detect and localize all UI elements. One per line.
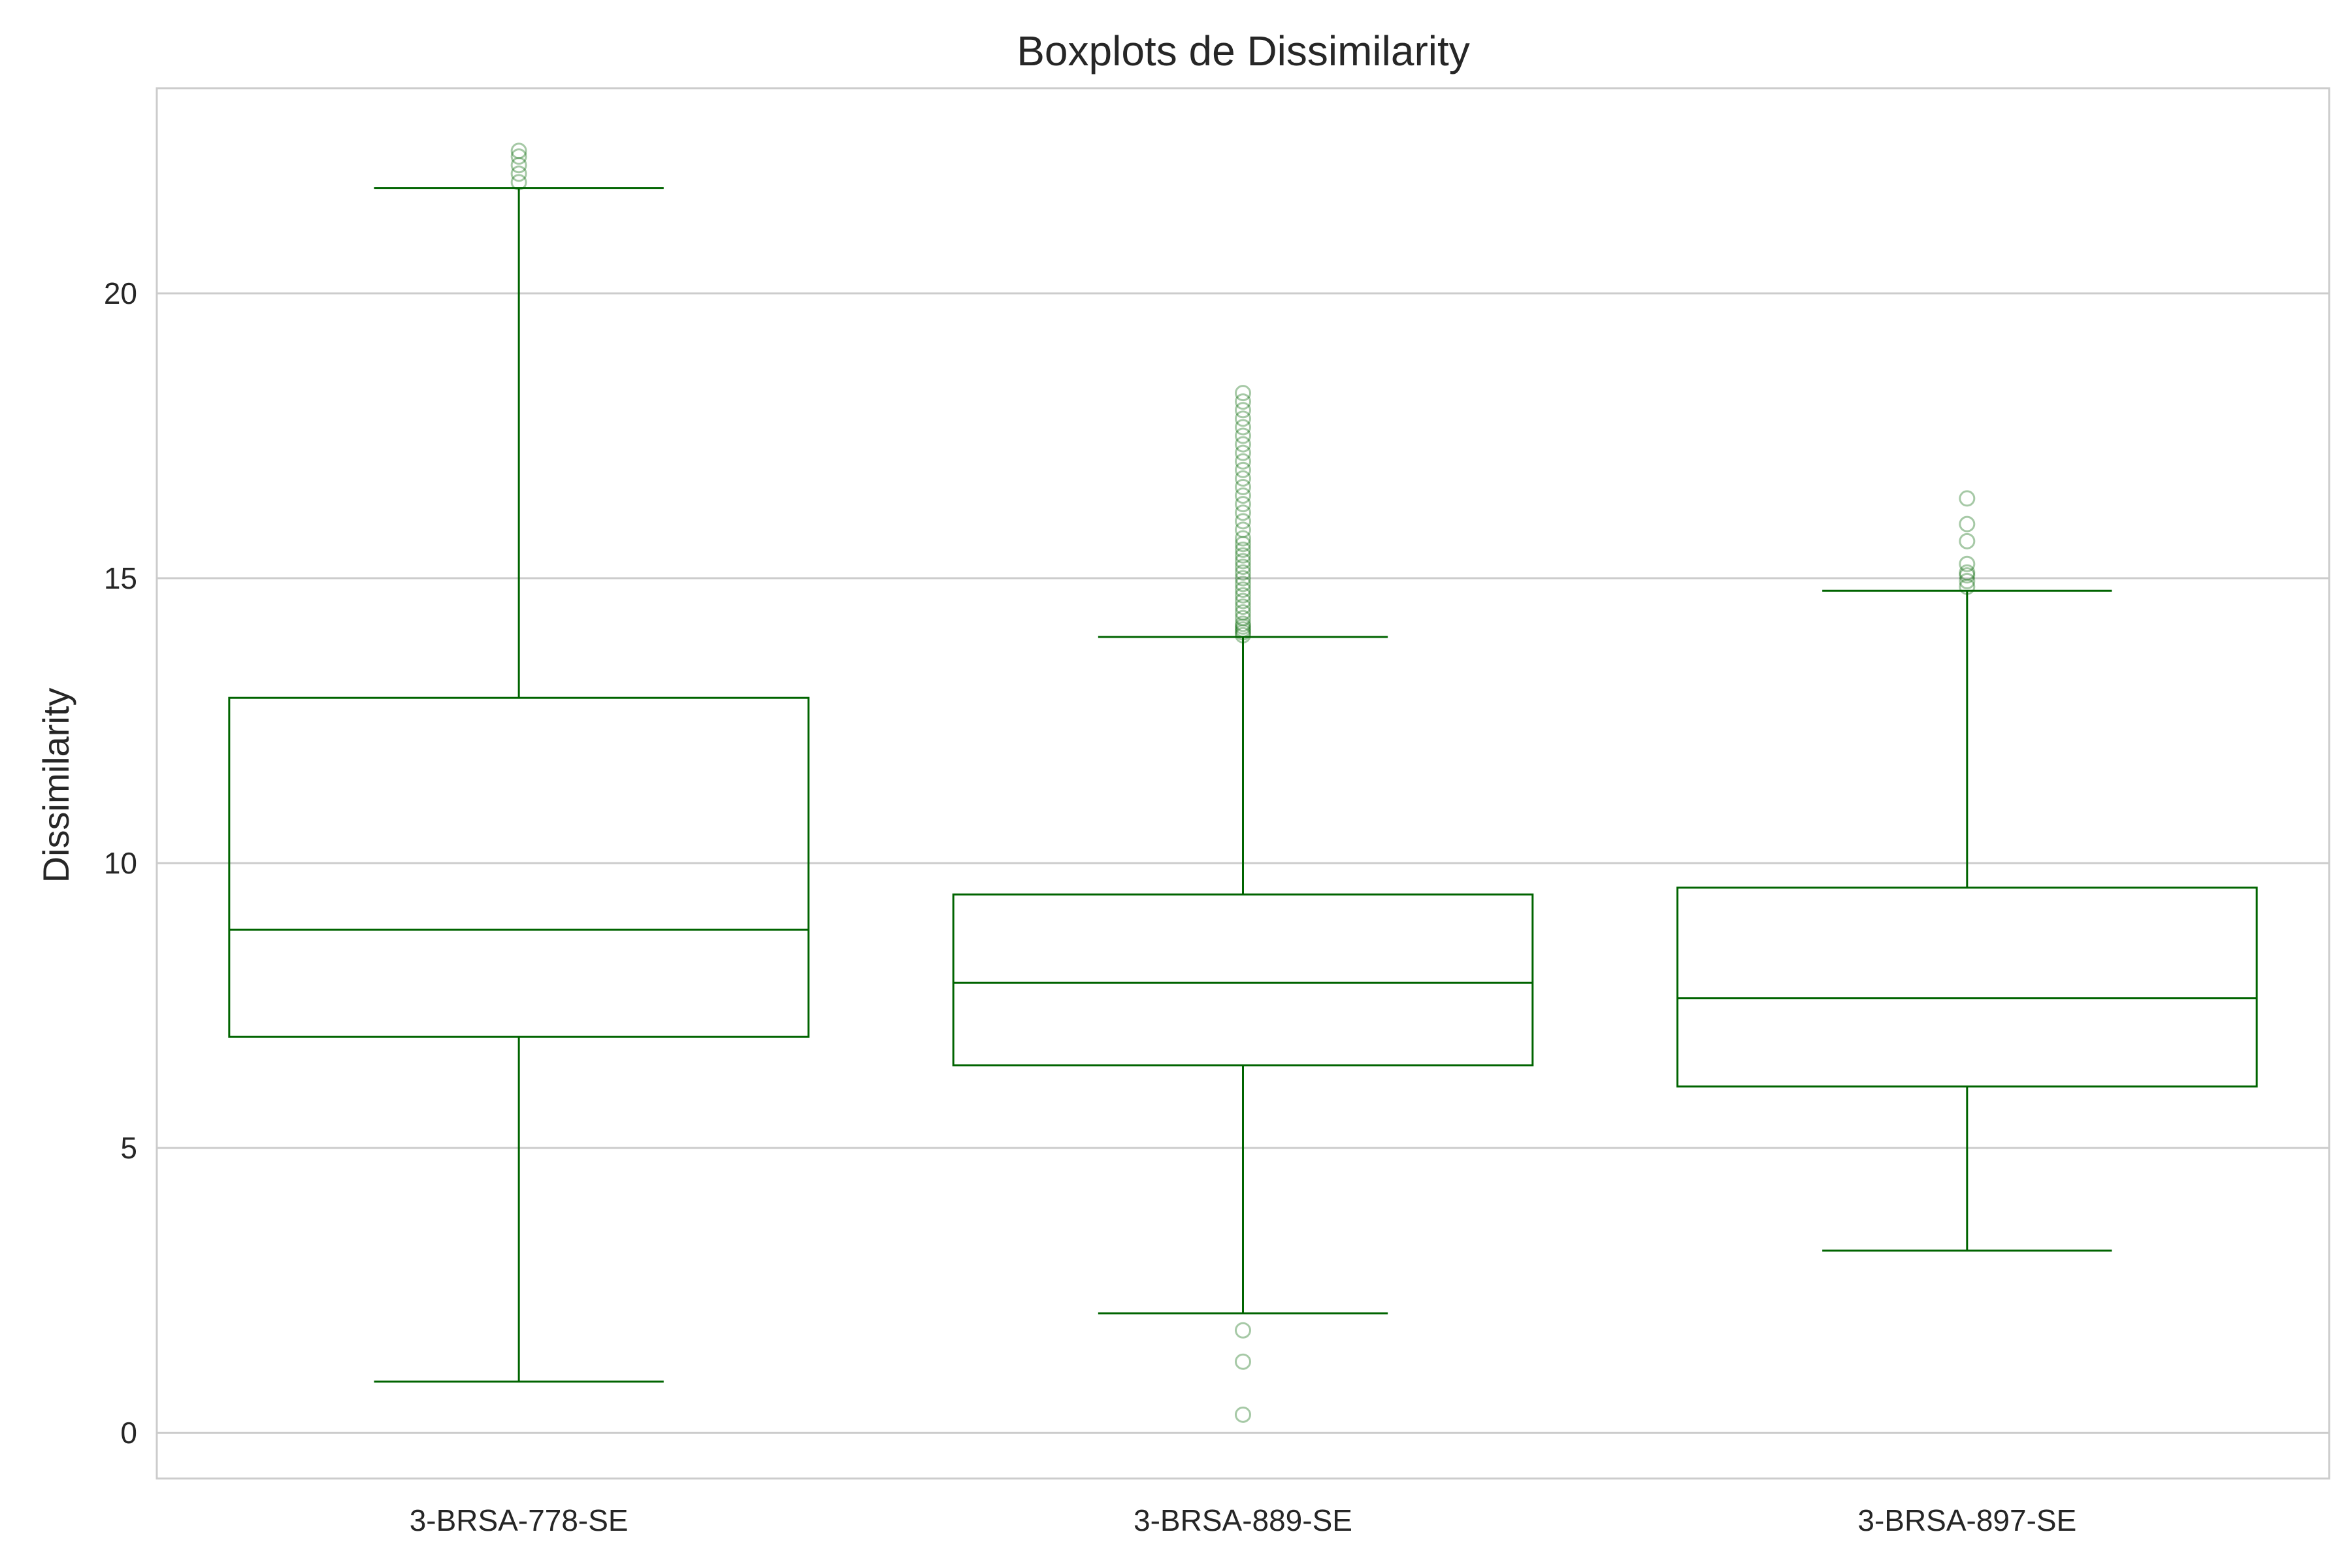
outlier-point [1236, 497, 1250, 512]
outlier-point [1236, 395, 1250, 409]
outlier-point [512, 158, 526, 172]
outlier-point [1960, 491, 1974, 506]
outlier-point [512, 167, 526, 181]
outlier-point [1236, 463, 1250, 477]
y-tick-label: 20 [104, 276, 137, 310]
box-group [1678, 491, 2257, 1250]
outlier-point [1236, 412, 1250, 426]
box [1678, 888, 2257, 1086]
y-tick-labels: 0 5 10 15 20 [104, 276, 137, 1450]
outlier-point [1236, 437, 1250, 451]
x-tick-label: 3-BRSA-889-SE [1134, 1503, 1352, 1537]
outlier-point [1236, 420, 1250, 434]
y-tick-label: 5 [120, 1131, 137, 1165]
outlier-point [1236, 506, 1250, 520]
x-tick-labels: 3-BRSA-778-SE 3-BRSA-889-SE 3-BRSA-897-SE [410, 1503, 2077, 1537]
outlier-point [1236, 429, 1250, 443]
x-tick-label: 3-BRSA-778-SE [410, 1503, 629, 1537]
y-tick-label: 0 [120, 1416, 137, 1450]
outlier-point [1236, 403, 1250, 417]
outlier-point [1236, 523, 1250, 537]
outlier-point [1236, 514, 1250, 529]
x-tick-label: 3-BRSA-897-SE [1857, 1503, 2076, 1537]
outlier-point [1236, 471, 1250, 485]
outlier-point [1960, 534, 1974, 548]
outlier-point [1236, 386, 1250, 400]
outlier-point [1236, 454, 1250, 468]
outlier-point [1236, 480, 1250, 494]
box [229, 698, 809, 1037]
y-axis-label: Dissimilarity [35, 688, 76, 883]
y-tick-label: 15 [104, 561, 137, 595]
outlier-point [1236, 1407, 1250, 1422]
chart-title: Boxplots de Dissimilarity [1017, 27, 1470, 74]
y-tick-label: 10 [104, 846, 137, 880]
outlier-point [1236, 1354, 1250, 1369]
outlier-point [1236, 446, 1250, 460]
outlier-point [1236, 489, 1250, 503]
outlier-point [1960, 517, 1974, 531]
box-group [229, 144, 809, 1382]
box [953, 894, 1533, 1066]
box-group [953, 386, 1533, 1422]
outlier-point [1236, 1323, 1250, 1337]
boxes [229, 144, 2257, 1422]
